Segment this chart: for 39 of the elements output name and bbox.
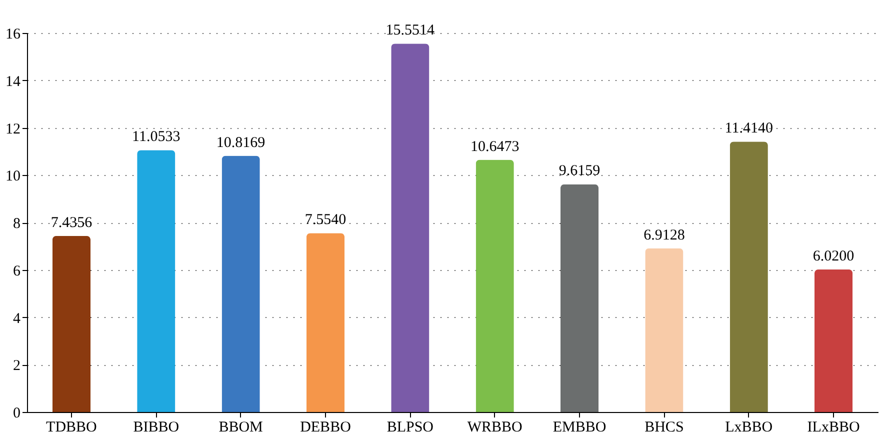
x-tick-label: TDBBO: [46, 420, 98, 436]
data-label: 11.0533: [132, 129, 180, 146]
x-tick-label: BLPSO: [386, 420, 434, 436]
y-tick-label: 4: [13, 310, 21, 327]
y-tick-label: 14: [6, 74, 21, 90]
x-tick-label: WRBBO: [467, 420, 523, 436]
x-tick-label: BBOM: [218, 420, 263, 436]
x-tick-label: BIBBO: [133, 420, 180, 436]
bar: [52, 236, 91, 412]
x-tick-label: DEBBO: [300, 420, 352, 436]
data-label: 11.4140: [724, 120, 773, 137]
bar: [476, 160, 514, 412]
data-label: 10.8169: [216, 134, 266, 151]
bar: [730, 142, 768, 412]
data-label: 10.6473: [470, 138, 520, 155]
x-tick-label: EMBBO: [552, 420, 606, 436]
bar: [391, 44, 430, 412]
data-label: 9.6159: [558, 163, 600, 180]
x-tick-label: ILxBBO: [807, 420, 860, 436]
bar: [814, 269, 853, 412]
bar: [222, 156, 260, 412]
bar: [645, 248, 684, 412]
x-tick-label: LxBBO: [725, 420, 773, 436]
data-label: 6.9128: [644, 227, 685, 244]
x-tick-label: BHCS: [644, 420, 684, 436]
y-tick-label: 0: [13, 406, 20, 422]
bar: [560, 184, 599, 412]
y-tick-label: 8: [13, 216, 20, 232]
y-tick-label: 16: [6, 26, 21, 42]
data-label: 7.5540: [304, 212, 346, 228]
data-label: 7.4356: [50, 214, 93, 231]
y-tick-label: 6: [13, 263, 21, 280]
y-tick-label: 10: [6, 168, 20, 185]
data-label: 6.0200: [812, 248, 854, 264]
bar: [137, 150, 176, 412]
y-tick-label: 12: [6, 121, 20, 138]
bar: [306, 233, 345, 412]
data-label: 15.5514: [386, 22, 436, 39]
y-tick-label: 2: [13, 358, 20, 374]
